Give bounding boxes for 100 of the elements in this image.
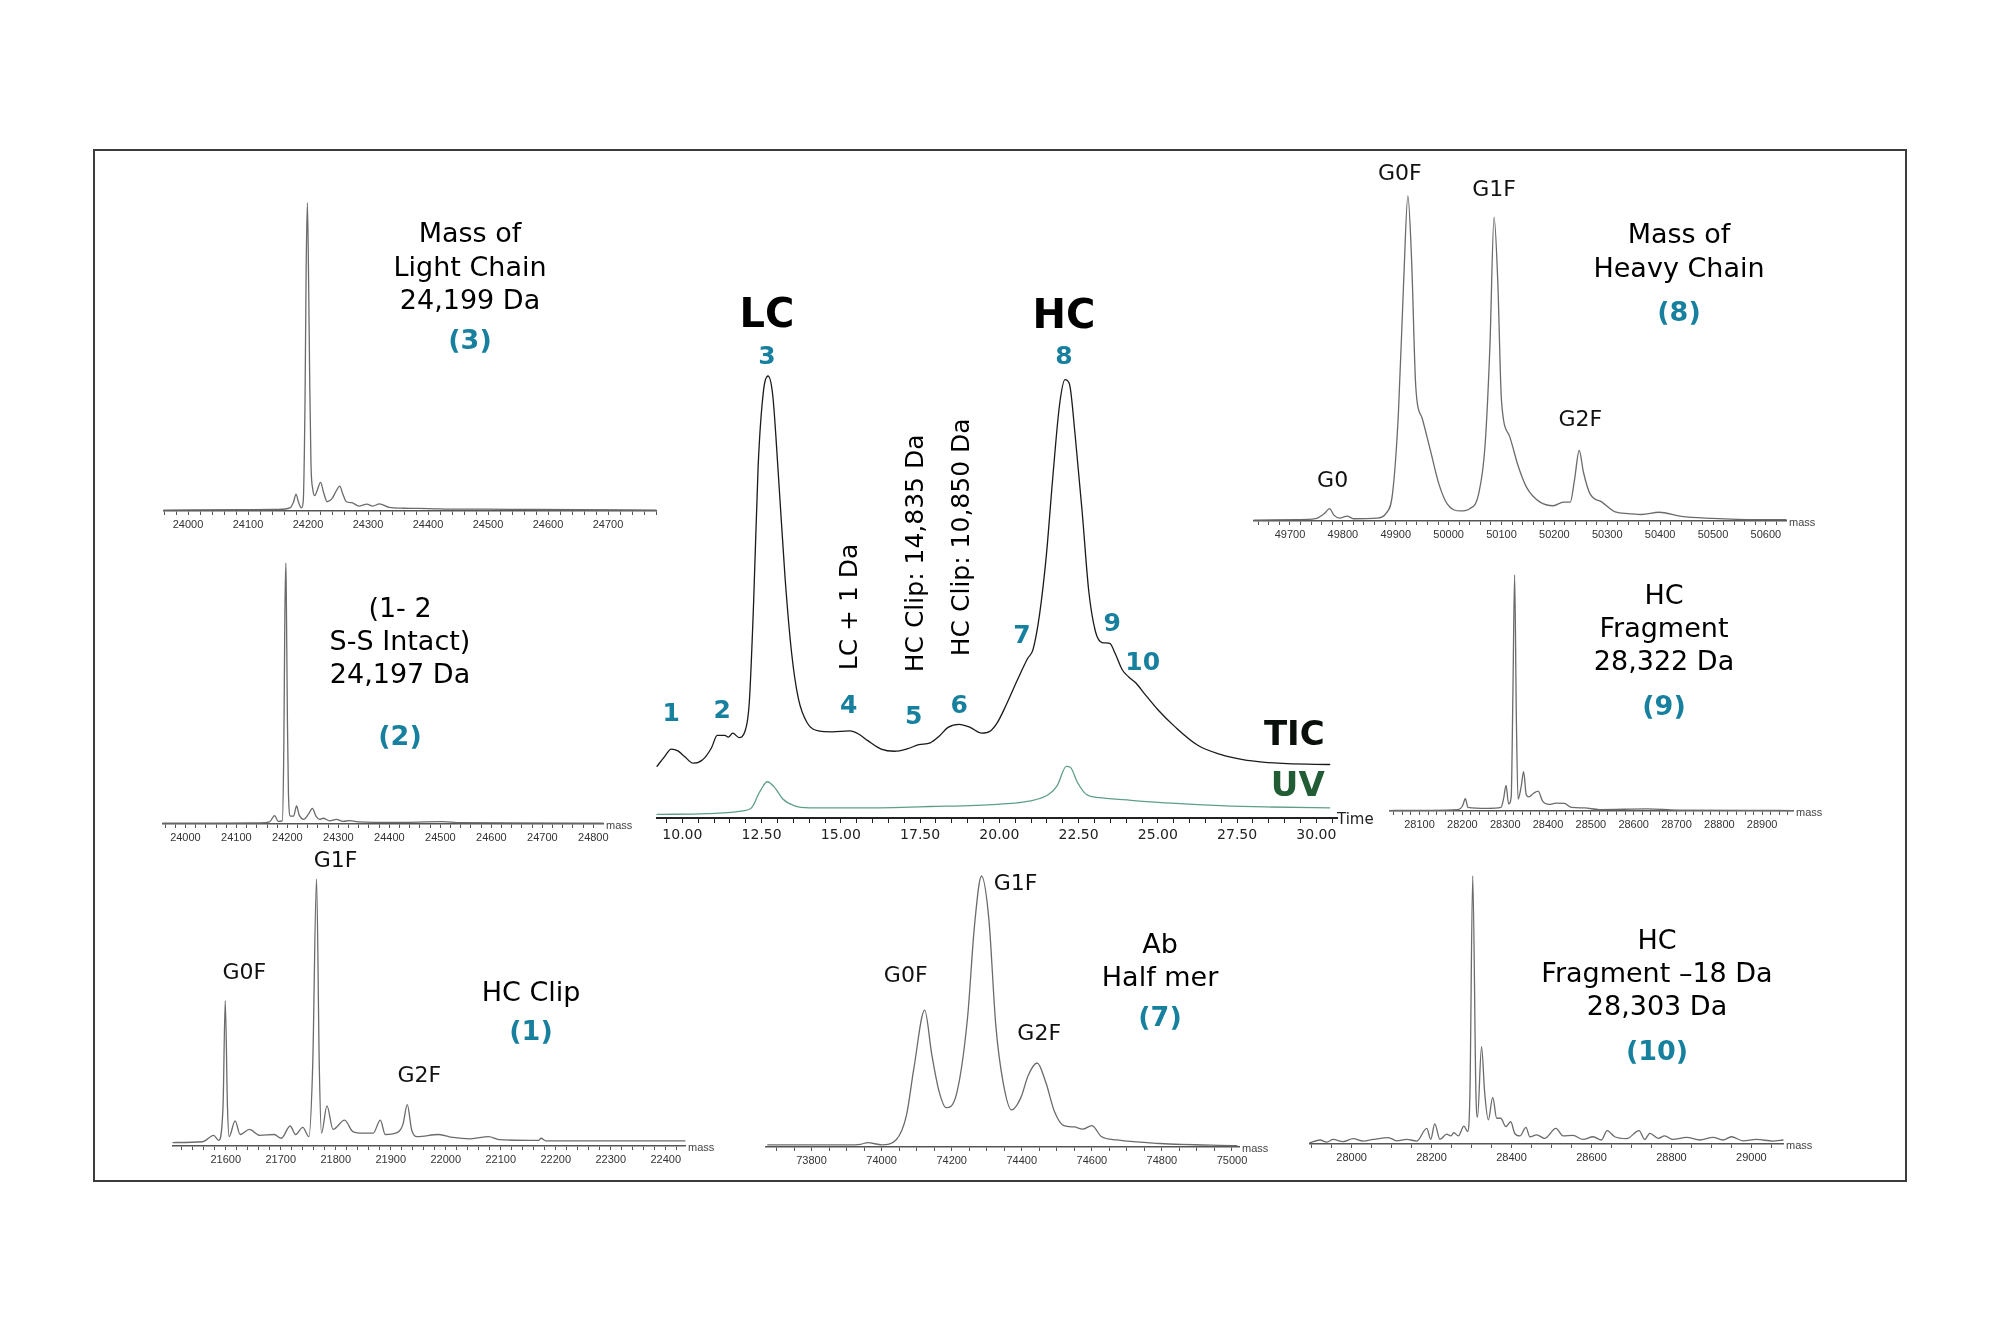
x-tick-label: 50200: [1539, 527, 1570, 540]
x-axis-title: mass: [1796, 806, 1823, 819]
x-tick-label: 28900: [1746, 817, 1778, 830]
x-tick-label: 24200: [272, 830, 303, 843]
x-tick-label: 50600: [1750, 527, 1782, 540]
annotation: HC Clip: 14,835 Da: [900, 434, 930, 673]
x-axis-title: mass: [606, 819, 633, 832]
annotation: 7: [1013, 620, 1031, 650]
x-tick-label: 24500: [425, 830, 456, 843]
x-tick-label: 29000: [1736, 1150, 1767, 1163]
x-tick-label: 28600: [1576, 1150, 1607, 1163]
annotation: 1: [662, 697, 680, 727]
x-tick-label: 24100: [221, 830, 252, 843]
x-tick-label: 22.50: [1058, 826, 1099, 843]
annotation: 6: [950, 689, 968, 719]
text: Mass of Light Chain 24,199 Da: [393, 217, 547, 316]
annotation: LC + 1 Da: [834, 543, 864, 671]
series-label: TIC: [1263, 712, 1325, 753]
annotation: G0F: [222, 959, 267, 985]
text: HC Fragment –18 Da 28,303 Da: [1541, 924, 1773, 1022]
annotation: G1F: [1472, 175, 1516, 201]
x-tick-label: 50100: [1486, 527, 1517, 540]
x-tick-label: 22400: [650, 1152, 682, 1165]
annotation: HC: [1032, 290, 1096, 337]
x-tick-label: 74200: [936, 1153, 967, 1166]
text: (9): [1642, 690, 1686, 722]
text: Mass of Heavy Chain: [1593, 218, 1765, 284]
annotation: 5: [905, 700, 923, 730]
x-tick-label: 24600: [476, 830, 507, 843]
x-tick-label: 24700: [527, 830, 558, 843]
x-tick-label: 21800: [320, 1152, 352, 1165]
annotation: 10: [1125, 646, 1161, 676]
x-tick-label: 24300: [323, 830, 354, 843]
x-tick-label: 49700: [1274, 527, 1306, 540]
x-tick-label: 28600: [1618, 817, 1649, 830]
series-label: UV: [1270, 763, 1326, 804]
x-tick-label: 75000: [1216, 1153, 1248, 1166]
x-tick-label: 24500: [472, 517, 504, 530]
x-tick-label: 24100: [232, 517, 264, 530]
x-tick-label: 25.00: [1137, 826, 1178, 843]
x-tick-label: 24800: [578, 830, 609, 843]
x-tick-label: 24300: [352, 517, 384, 530]
text: (3): [448, 324, 492, 356]
text: (1): [509, 1015, 553, 1047]
x-tick-label: 74400: [1006, 1153, 1038, 1166]
annotation: G1F: [313, 846, 358, 872]
x-tick-label: 49900: [1380, 527, 1412, 540]
annotation: G0: [1317, 467, 1349, 493]
annotation: G0F: [1378, 159, 1422, 185]
annotation: 9: [1103, 608, 1121, 638]
text: Ab Half mer: [1101, 928, 1220, 993]
x-tick-label: 24200: [292, 517, 324, 530]
x-axis-title: mass: [1786, 1139, 1813, 1152]
annotation: 3: [758, 340, 776, 370]
x-tick-label: 15.00: [820, 826, 861, 843]
annotation: 8: [1055, 341, 1073, 371]
x-tick-label: 28100: [1404, 817, 1435, 830]
x-axis-title: mass: [1242, 1142, 1269, 1155]
x-tick-label: 50500: [1697, 527, 1729, 540]
x-tick-label: 24000: [172, 517, 204, 530]
x-tick-label: 20.00: [979, 826, 1020, 843]
text: (7): [1138, 1001, 1182, 1033]
text: (8): [1657, 296, 1701, 328]
x-tick-label: 49800: [1327, 527, 1359, 540]
x-tick-label: 74000: [866, 1153, 897, 1166]
annotation: G0F: [883, 961, 928, 987]
annotation: G2F: [1017, 1019, 1062, 1045]
x-axis-title: Time: [1336, 809, 1374, 828]
x-tick-label: 28400: [1496, 1150, 1527, 1163]
x-tick-label: 28000: [1336, 1150, 1367, 1163]
x-tick-label: 28400: [1532, 817, 1564, 830]
x-tick-label: 30.00: [1296, 826, 1337, 843]
x-tick-label: 17.50: [900, 826, 941, 843]
x-tick-label: 28800: [1656, 1150, 1687, 1163]
annotation: 4: [840, 690, 858, 720]
x-tick-label: 50000: [1433, 527, 1464, 540]
text: HC Clip: [481, 976, 581, 1008]
annotation: LC: [739, 290, 795, 337]
text: HC Fragment 28,322 Da: [1593, 579, 1735, 677]
x-tick-label: 24400: [412, 517, 444, 530]
x-tick-label: 22100: [485, 1152, 517, 1165]
x-tick-label: 28700: [1661, 817, 1692, 830]
annotation: G2F: [1558, 406, 1603, 432]
x-axis-title: mass: [688, 1141, 715, 1154]
x-tick-label: 28300: [1489, 817, 1521, 830]
x-tick-label: 22300: [595, 1152, 627, 1165]
x-tick-label: 28500: [1575, 817, 1607, 830]
annotation: G2F: [397, 1062, 442, 1088]
x-tick-label: 24600: [532, 517, 564, 530]
text: (1- 2 S-S Intact) 24,197 Da: [329, 592, 471, 690]
x-tick-label: 24000: [170, 830, 201, 843]
annotation: 2: [713, 694, 731, 724]
x-tick-label: 10.00: [662, 826, 703, 843]
x-tick-label: 73800: [796, 1153, 827, 1166]
x-tick-label: 28800: [1704, 817, 1735, 830]
x-tick-label: 21700: [265, 1152, 297, 1165]
text: (10): [1625, 1035, 1689, 1067]
x-tick-label: 24400: [374, 830, 405, 843]
annotation: G1F: [993, 869, 1038, 895]
x-tick-label: 21900: [375, 1152, 407, 1165]
